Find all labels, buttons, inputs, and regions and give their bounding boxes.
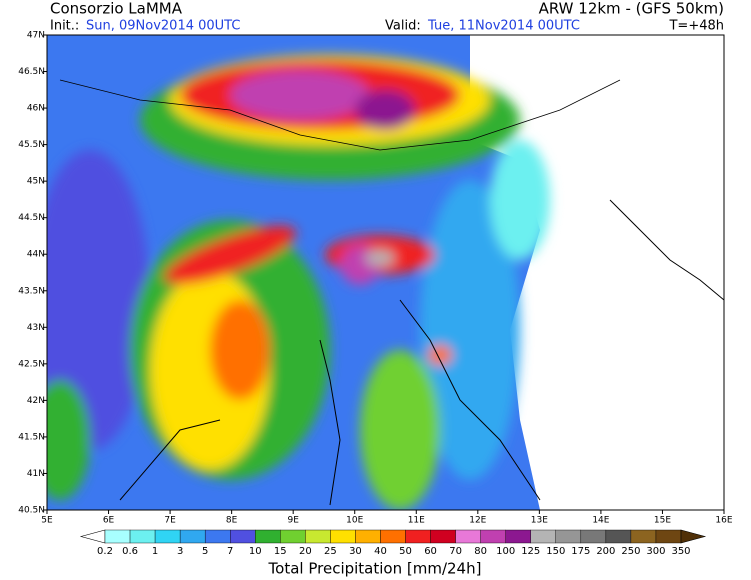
colorbar-label: 350 — [671, 546, 690, 557]
colorbar-box — [230, 529, 256, 544]
colorbar-box — [455, 529, 481, 544]
colorbar-box — [630, 529, 657, 544]
lon-label: 12E — [469, 516, 486, 526]
lat-label: 40.5N — [18, 506, 45, 516]
colorbar-label: 15 — [274, 546, 287, 557]
colorbar-label: 0.6 — [122, 546, 138, 557]
lon-label: 11E — [408, 516, 425, 526]
lon-label: 15E — [654, 516, 671, 526]
precip-field — [47, 35, 724, 510]
lat-label: 41.5N — [18, 432, 45, 442]
lon-label: 14E — [592, 516, 609, 526]
colorbar-box — [405, 529, 431, 544]
colorbar-box — [154, 529, 181, 544]
colorbar-label: 80 — [474, 546, 487, 557]
colorbar-label: 300 — [646, 546, 665, 557]
colorbar-arrow-high — [680, 529, 707, 544]
lat-label: 42.5N — [18, 359, 45, 369]
lat-label: 45.5N — [18, 140, 45, 150]
colorbar-label: 60 — [424, 546, 437, 557]
lon-label: 9E — [287, 516, 299, 526]
colorbar-label: 40 — [374, 546, 387, 557]
left-title: Consorzio LaMMA — [50, 0, 183, 18]
colorbar-box — [330, 529, 356, 544]
colorbar-label: 125 — [521, 546, 540, 557]
colorbar-box — [355, 529, 381, 544]
colorbar-label: 20 — [299, 546, 312, 557]
init-label: Init.: — [50, 19, 79, 34]
colorbar-box — [605, 529, 632, 544]
colorbar-box — [580, 529, 607, 544]
colorbar-label: 7 — [227, 546, 233, 557]
colorbar-box — [380, 529, 406, 544]
lat-label: 46.5N — [18, 67, 45, 77]
colorbar-label: 10 — [249, 546, 262, 557]
valid-label: Valid: — [385, 19, 421, 34]
map-frame — [46, 34, 725, 511]
valid-value: Tue, 11Nov2014 00UTC — [427, 19, 580, 34]
lat-label: 42N — [27, 396, 45, 406]
colorbar-label: 200 — [596, 546, 615, 557]
lon-label: 7E — [164, 516, 176, 526]
lon-label: 5E — [41, 516, 53, 526]
colorbar-box — [305, 529, 331, 544]
colorbar-box — [530, 529, 556, 544]
lon-label: 6E — [103, 516, 115, 526]
colorbar-box — [505, 529, 531, 544]
colorbar-box — [430, 529, 456, 544]
colorbar-box — [255, 529, 281, 544]
colorbar-box — [204, 529, 231, 544]
colorbar-box — [129, 529, 156, 544]
right-title: ARW 12km - (GFS 50km) — [539, 0, 724, 18]
colorbar-title: Total Precipitation [mm/24h] — [268, 560, 482, 578]
lat-label: 44.5N — [18, 213, 45, 223]
lon-label: 13E — [531, 516, 548, 526]
colorbar-label: 175 — [571, 546, 590, 557]
colorbar-box — [179, 529, 206, 544]
lon-label: 16E — [715, 516, 732, 526]
lat-label: 43N — [27, 323, 45, 333]
colorbar-arrow-low — [79, 529, 106, 544]
colorbar-box — [480, 529, 506, 544]
colorbar-label: 1 — [152, 546, 158, 557]
colorbar-label: 70 — [449, 546, 462, 557]
colorbar-box — [280, 529, 306, 544]
lat-label: 47N — [27, 31, 45, 41]
colorbar-label: 50 — [399, 546, 412, 557]
colorbar-label: 30 — [349, 546, 362, 557]
lon-label: 10E — [346, 516, 363, 526]
colorbar-label: 5 — [202, 546, 208, 557]
colorbar-label: 25 — [324, 546, 337, 557]
colorbar-label: 250 — [621, 546, 640, 557]
lon-label: 8E — [226, 516, 238, 526]
lat-label: 43.5N — [18, 286, 45, 296]
colorbar-label: 0.2 — [97, 546, 113, 557]
colorbar-box — [655, 529, 682, 544]
colorbar-label: 100 — [496, 546, 515, 557]
init-value: Sun, 09Nov2014 00UTC — [86, 19, 240, 34]
colorbar-label: 150 — [546, 546, 565, 557]
colorbar-box — [104, 529, 131, 544]
colorbar-box — [555, 529, 582, 544]
lead-time: T=+48h — [668, 19, 724, 34]
colorbar-label: 3 — [177, 546, 183, 557]
lat-label: 44N — [27, 250, 45, 260]
lat-label: 45N — [27, 177, 45, 187]
lat-label: 46N — [27, 104, 45, 114]
lat-label: 41N — [27, 469, 45, 479]
